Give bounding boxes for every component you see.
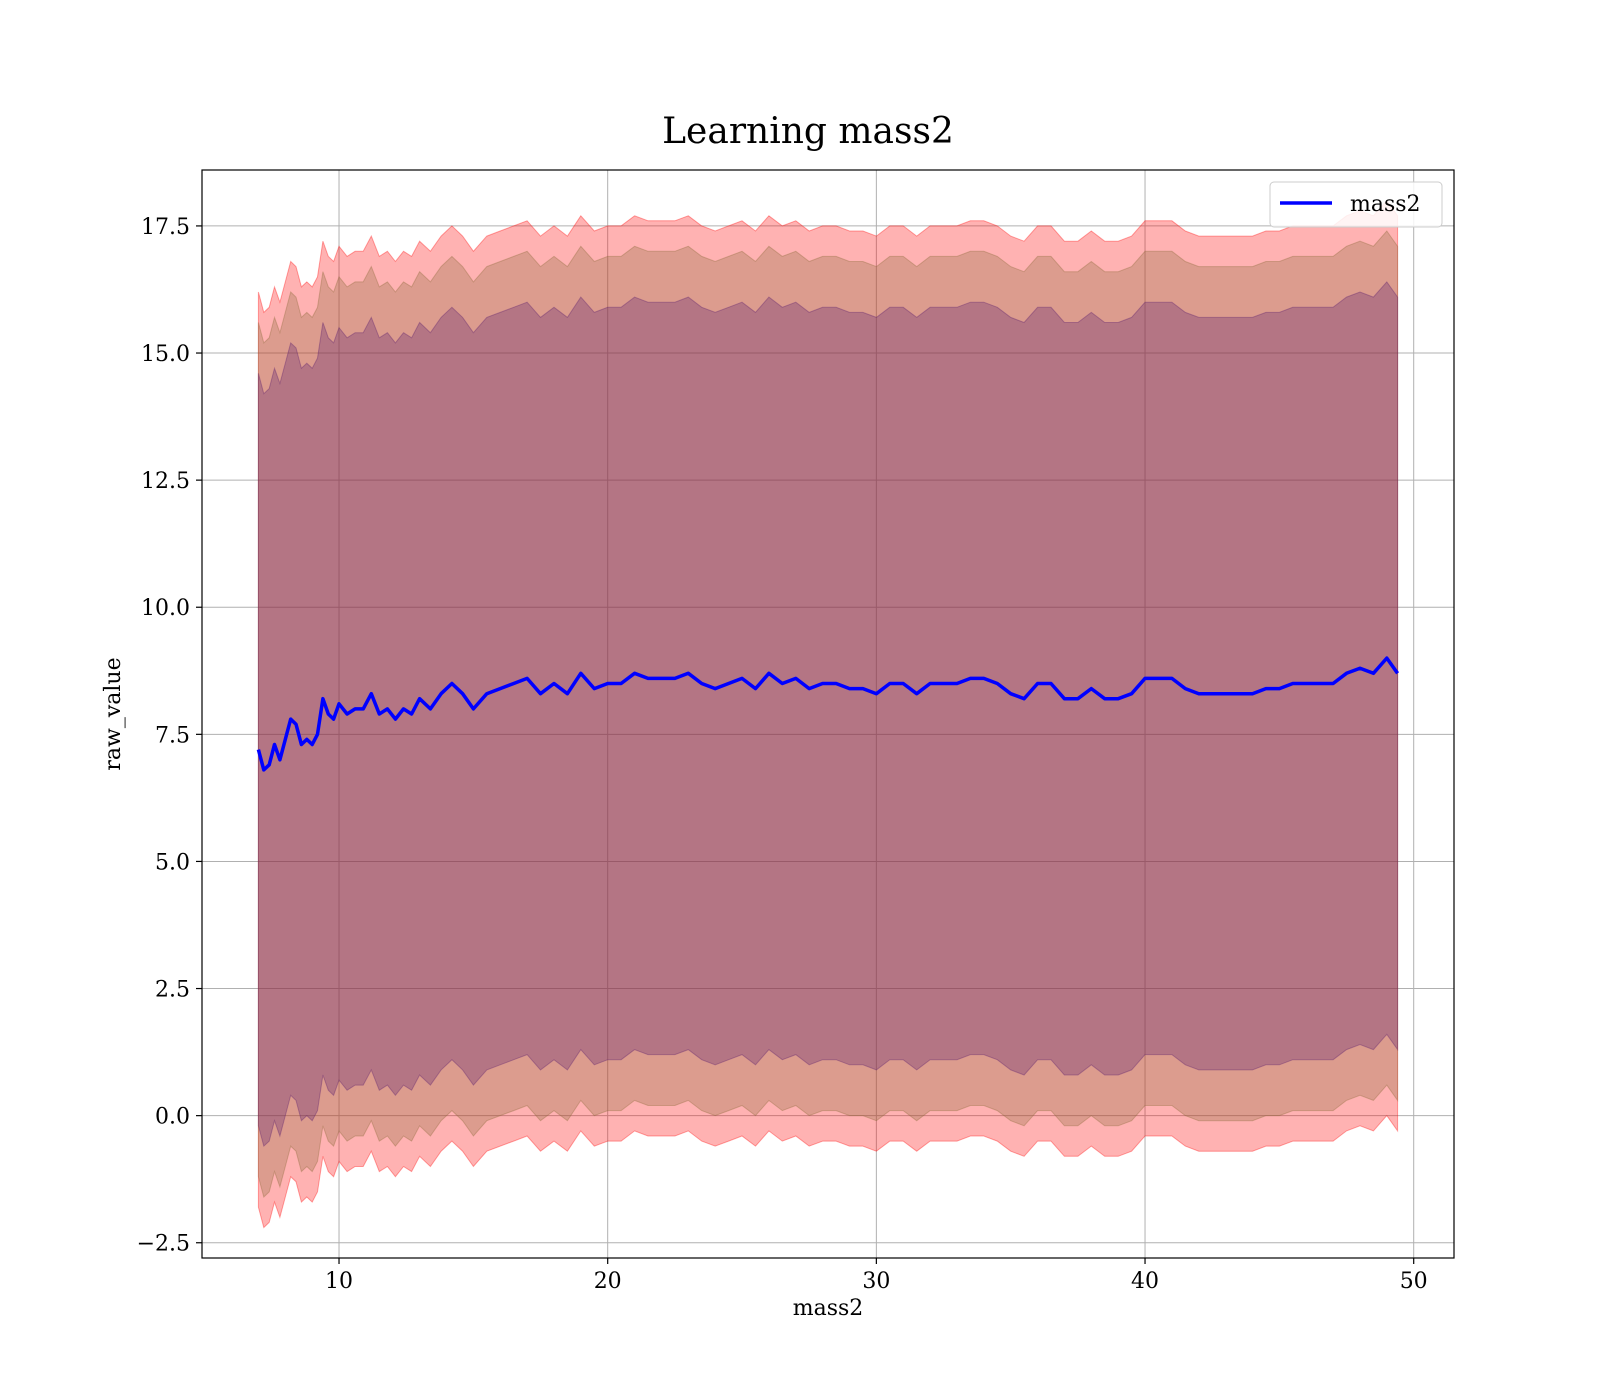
y-tick-label: 12.5 bbox=[141, 469, 190, 494]
grid bbox=[202, 170, 1454, 1258]
x-tick-label: 10 bbox=[325, 1269, 353, 1294]
legend-label-mass2: mass2 bbox=[1350, 192, 1421, 217]
y-axis: −2.5 0.0 2.5 5.0 7.5 10.0 12.5 15.0 17.5 bbox=[137, 215, 202, 1257]
series-line-mass2 bbox=[256, 656, 1400, 772]
y-tick-label: 15.0 bbox=[141, 342, 190, 367]
y-tick-label: 2.5 bbox=[155, 978, 190, 1003]
x-axis: 10 20 30 40 50 bbox=[325, 1258, 1428, 1294]
x-tick-label: 50 bbox=[1400, 1269, 1428, 1294]
plot-frame bbox=[201, 169, 1455, 1259]
x-tick-label: 40 bbox=[1131, 1269, 1159, 1294]
y-tick-label: 5.0 bbox=[155, 850, 190, 875]
band-middle bbox=[257, 230, 1399, 1198]
y-axis-title: raw_value bbox=[101, 657, 126, 770]
x-tick-label: 20 bbox=[594, 1269, 622, 1294]
y-tick-label: 7.5 bbox=[155, 723, 190, 748]
y-tick-label: −2.5 bbox=[137, 1232, 190, 1257]
x-tick-label: 30 bbox=[862, 1269, 890, 1294]
series-lines bbox=[256, 656, 1400, 772]
legend: mass2 bbox=[1269, 181, 1443, 228]
y-tick-label: 0.0 bbox=[155, 1105, 190, 1130]
band-inner bbox=[257, 281, 1399, 1148]
x-axis-title: mass2 bbox=[793, 1296, 864, 1321]
band-outer bbox=[257, 199, 1399, 1229]
legend-box bbox=[1269, 181, 1443, 228]
chart-title: Learning mass2 bbox=[662, 111, 954, 152]
y-tick-label: 17.5 bbox=[141, 215, 190, 240]
y-tick-label: 10.0 bbox=[141, 596, 190, 621]
confidence-bands bbox=[257, 199, 1399, 1229]
